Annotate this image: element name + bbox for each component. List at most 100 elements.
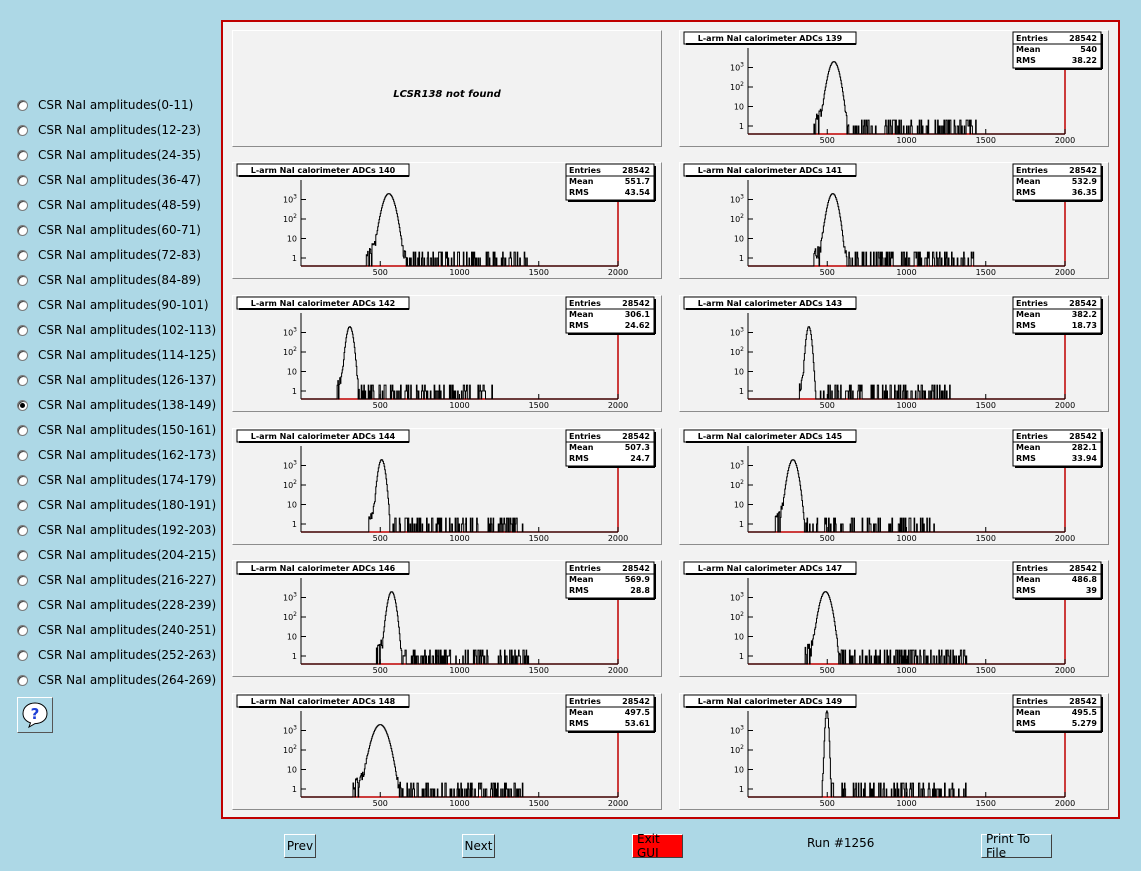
help-button[interactable]: ? [17,697,53,733]
radio-button[interactable] [17,424,28,436]
histogram-canvas: LCSR138 not found 500 1000 1500 2000 1 10 102 10… [221,20,1120,819]
print-to-file-button[interactable]: Print To File [981,832,1052,860]
stats-entries-label: Entries [569,299,601,308]
stats-entries-label: Entries [1016,166,1048,175]
radio-option[interactable]: CSR NaI amplitudes(102-113) [17,320,216,340]
y-tick-label: 10 [734,235,744,244]
radio-option[interactable]: CSR NaI amplitudes(204-215) [17,545,216,565]
radio-button[interactable] [17,649,28,661]
radio-button[interactable] [17,149,28,161]
radio-option[interactable]: CSR NaI amplitudes(174-179) [17,470,216,490]
radio-option[interactable]: CSR NaI amplitudes(240-251) [17,620,216,640]
radio-option[interactable]: CSR NaI amplitudes(228-239) [17,595,216,615]
radio-button[interactable] [17,124,28,136]
exit-gui-button[interactable]: Exit GUI [632,832,683,860]
radio-button[interactable] [17,574,28,586]
x-tick-label: 1000 [896,799,916,808]
y-tick-label: 10 [734,103,744,112]
stats-mean-value: 569.9 [625,575,651,584]
radio-button[interactable] [17,374,28,386]
stats-rms-value: 24.7 [630,454,650,463]
histogram-pad[interactable]: 500 1000 1500 2000 1 10 102 103 L-arm NaI calori… [232,162,662,279]
radio-button[interactable] [17,324,28,336]
y-tick-label: 10 [734,501,744,510]
stats-mean-label: Mean [1016,708,1041,717]
radio-option[interactable]: CSR NaI amplitudes(90-101) [17,295,209,315]
radio-button[interactable] [17,524,28,536]
radio-option[interactable]: CSR NaI amplitudes(0-11) [17,95,193,115]
radio-option[interactable]: CSR NaI amplitudes(192-203) [17,520,216,540]
histogram-pad[interactable]: 500 1000 1500 2000 1 10 102 103 L-arm NaI calori… [232,693,662,810]
radio-button[interactable] [17,274,28,286]
radio-option[interactable]: CSR NaI amplitudes(72-83) [17,245,201,265]
histogram-pad[interactable]: 500 1000 1500 2000 1 10 102 103 L-arm NaI calori… [232,560,662,677]
histogram-pad[interactable]: 500 1000 1500 2000 1 10 102 103 L-arm NaI calori… [679,162,1109,279]
radio-button[interactable] [17,549,28,561]
radio-option[interactable]: CSR NaI amplitudes(264-269) [17,670,216,690]
radio-button[interactable] [17,99,28,111]
radio-button[interactable] [17,674,28,686]
x-tick-label: 1500 [529,401,549,410]
radio-option[interactable]: CSR NaI amplitudes(252-263) [17,645,216,665]
y-tick-label: 1 [739,520,744,529]
histogram-plot: 500 1000 1500 2000 1 10 102 103 L-arm NaI calori… [683,694,1103,808]
radio-option[interactable]: CSR NaI amplitudes(12-23) [17,120,201,140]
y-tick-label: 103 [730,725,744,736]
histogram-pad[interactable]: 500 1000 1500 2000 1 10 102 103 L-arm NaI calori… [679,428,1109,545]
y-tick-label: 1 [739,652,744,661]
radio-button[interactable] [17,349,28,361]
histogram-pad[interactable]: 500 1000 1500 2000 1 10 102 103 L-arm NaI calori… [679,295,1109,412]
radio-option[interactable]: CSR NaI amplitudes(48-59) [17,195,201,215]
radio-button[interactable] [17,224,28,236]
radio-label: CSR NaI amplitudes(204-215) [38,548,217,562]
stats-mean-label: Mean [1016,310,1041,319]
radio-button[interactable] [17,174,28,186]
histogram-line [748,193,1065,267]
stats-mean-label: Mean [569,708,594,717]
radio-button[interactable] [17,199,28,211]
histogram-pad[interactable]: 500 1000 1500 2000 1 10 102 103 L-arm NaI calori… [232,295,662,412]
radio-button[interactable] [17,449,28,461]
radio-button[interactable] [17,624,28,636]
radio-option[interactable]: CSR NaI amplitudes(126-137) [17,370,216,390]
radio-option[interactable]: CSR NaI amplitudes(150-161) [17,420,216,440]
radio-button[interactable] [17,499,28,511]
radio-option[interactable]: CSR NaI amplitudes(162-173) [17,445,216,465]
histogram-pad[interactable]: 500 1000 1500 2000 1 10 102 103 L-arm NaI calori… [679,693,1109,810]
histogram-title: L-arm NaI calorimeter ADCs 144 [251,432,396,441]
histogram-pad[interactable]: 500 1000 1500 2000 1 10 102 103 L-arm NaI calori… [679,560,1109,677]
stats-mean-value: 382.2 [1072,310,1097,319]
x-tick-label: 2000 [608,268,628,277]
x-tick-label: 500 [373,534,388,543]
radio-option[interactable]: CSR NaI amplitudes(84-89) [17,270,201,290]
y-tick-label: 102 [283,346,297,357]
radio-button[interactable] [17,399,28,411]
radio-option[interactable]: CSR NaI amplitudes(180-191) [17,495,216,515]
histogram-line [748,326,1065,400]
stats-entries-value: 28542 [1069,564,1097,573]
x-tick-label: 1500 [976,799,996,808]
histogram-pad[interactable]: 500 1000 1500 2000 1 10 102 103 L-arm NaI calori… [232,428,662,545]
stats-rms-label: RMS [569,586,589,595]
radio-button[interactable] [17,249,28,261]
radio-option[interactable]: CSR NaI amplitudes(114-125) [17,345,216,365]
missing-histogram-pad[interactable]: LCSR138 not found [232,30,662,147]
x-tick-label: 2000 [1055,401,1075,410]
x-tick-label: 500 [820,136,835,145]
stats-entries-label: Entries [1016,697,1048,706]
histogram-plot: 500 1000 1500 2000 1 10 102 103 L-arm NaI calori… [236,429,656,543]
radio-option[interactable]: CSR NaI amplitudes(36-47) [17,170,201,190]
radio-option[interactable]: CSR NaI amplitudes(60-71) [17,220,201,240]
y-tick-label: 102 [730,611,744,622]
radio-option[interactable]: CSR NaI amplitudes(216-227) [17,570,216,590]
y-tick-label: 102 [283,611,297,622]
radio-option[interactable]: CSR NaI amplitudes(138-149) [17,395,216,415]
radio-option[interactable]: CSR NaI amplitudes(24-35) [17,145,201,165]
histogram-plot: 500 1000 1500 2000 1 10 102 103 L-arm NaI calori… [683,429,1103,543]
prev-button[interactable]: Prev [284,834,316,858]
next-button[interactable]: Next [462,834,495,858]
histogram-pad[interactable]: 500 1000 1500 2000 1 10 102 103 L-arm NaI calori… [679,30,1109,147]
radio-button[interactable] [17,474,28,486]
radio-button[interactable] [17,599,28,611]
radio-button[interactable] [17,299,28,311]
